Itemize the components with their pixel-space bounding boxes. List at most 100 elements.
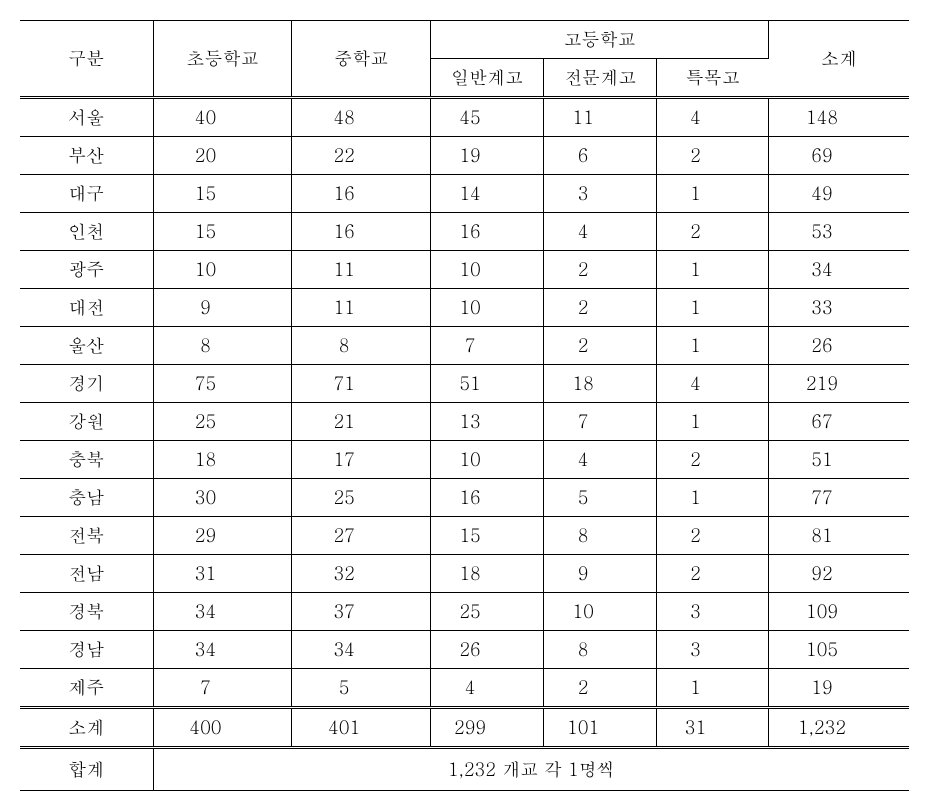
cell-voc: 4 (544, 213, 657, 251)
table-row: 제주7542119 (20, 669, 909, 708)
table-row: 경북343725103109 (20, 593, 909, 631)
cell-gen: 51 (431, 365, 544, 403)
cell-gen: 19 (431, 137, 544, 175)
cell-region: 경기 (20, 365, 153, 403)
table-row: 대구1516143149 (20, 175, 909, 213)
cell-sub: 81 (768, 517, 909, 555)
cell-elem: 34 (153, 593, 292, 631)
cell-gen: 16 (431, 213, 544, 251)
cell-region: 전북 (20, 517, 153, 555)
cell-mid: 71 (292, 365, 431, 403)
cell-spec: 1 (657, 327, 769, 365)
cell-gen: 45 (431, 98, 544, 137)
cell-elem: 40 (153, 98, 292, 137)
cell-voc: 7 (544, 403, 657, 441)
subtotal-mid: 401 (292, 708, 431, 748)
table-row: 충북1817104251 (20, 441, 909, 479)
total-value: 1,232 개교 각 1명씩 (153, 748, 909, 791)
header-highschool-special: 특목고 (657, 59, 769, 98)
cell-gen: 14 (431, 175, 544, 213)
cell-spec: 2 (657, 441, 769, 479)
cell-voc: 10 (544, 593, 657, 631)
cell-gen: 10 (431, 251, 544, 289)
cell-voc: 2 (544, 669, 657, 708)
cell-voc: 11 (544, 98, 657, 137)
subtotal-row: 소계 400 401 299 101 31 1,232 (20, 708, 909, 748)
table-row: 인천1516164253 (20, 213, 909, 251)
cell-region: 경남 (20, 631, 153, 669)
cell-sub: 34 (768, 251, 909, 289)
cell-sub: 77 (768, 479, 909, 517)
schools-table: 구분 초등학교 중학교 고등학교 소계 일반계고 전문계고 특목고 서울4048… (20, 20, 909, 791)
cell-gen: 16 (431, 479, 544, 517)
table-row: 충남3025165177 (20, 479, 909, 517)
cell-gen: 4 (431, 669, 544, 708)
cell-spec: 1 (657, 403, 769, 441)
cell-voc: 2 (544, 327, 657, 365)
table-row: 경기757151184219 (20, 365, 909, 403)
cell-elem: 10 (153, 251, 292, 289)
subtotal-gen: 299 (431, 708, 544, 748)
total-row: 합계 1,232 개교 각 1명씩 (20, 748, 909, 791)
cell-elem: 75 (153, 365, 292, 403)
cell-region: 대전 (20, 289, 153, 327)
cell-voc: 3 (544, 175, 657, 213)
cell-sub: 26 (768, 327, 909, 365)
cell-mid: 37 (292, 593, 431, 631)
subtotal-elem: 400 (153, 708, 292, 748)
cell-spec: 1 (657, 669, 769, 708)
cell-elem: 25 (153, 403, 292, 441)
cell-sub: 109 (768, 593, 909, 631)
cell-region: 경북 (20, 593, 153, 631)
cell-region: 전남 (20, 555, 153, 593)
cell-gen: 10 (431, 289, 544, 327)
cell-sub: 51 (768, 441, 909, 479)
cell-spec: 3 (657, 593, 769, 631)
cell-mid: 25 (292, 479, 431, 517)
cell-sub: 219 (768, 365, 909, 403)
cell-region: 울산 (20, 327, 153, 365)
cell-elem: 18 (153, 441, 292, 479)
cell-elem: 20 (153, 137, 292, 175)
cell-spec: 1 (657, 289, 769, 327)
header-highschool-vocational: 전문계고 (544, 59, 657, 98)
cell-elem: 9 (153, 289, 292, 327)
table-row: 서울404845114148 (20, 98, 909, 137)
cell-mid: 22 (292, 137, 431, 175)
cell-mid: 21 (292, 403, 431, 441)
subtotal-voc: 101 (544, 708, 657, 748)
cell-elem: 34 (153, 631, 292, 669)
cell-sub: 53 (768, 213, 909, 251)
cell-region: 충남 (20, 479, 153, 517)
cell-mid: 16 (292, 175, 431, 213)
cell-gen: 13 (431, 403, 544, 441)
subtotal-label: 소계 (20, 708, 153, 748)
table-row: 강원2521137167 (20, 403, 909, 441)
cell-gen: 26 (431, 631, 544, 669)
cell-elem: 8 (153, 327, 292, 365)
cell-spec: 1 (657, 251, 769, 289)
cell-elem: 15 (153, 213, 292, 251)
cell-voc: 2 (544, 251, 657, 289)
cell-region: 서울 (20, 98, 153, 137)
table-row: 광주1011102134 (20, 251, 909, 289)
cell-mid: 17 (292, 441, 431, 479)
table-row: 대전911102133 (20, 289, 909, 327)
cell-gen: 10 (431, 441, 544, 479)
cell-elem: 31 (153, 555, 292, 593)
cell-spec: 1 (657, 175, 769, 213)
cell-mid: 48 (292, 98, 431, 137)
cell-region: 제주 (20, 669, 153, 708)
cell-elem: 29 (153, 517, 292, 555)
header-highschool-group: 고등학교 (431, 21, 769, 59)
cell-sub: 33 (768, 289, 909, 327)
cell-spec: 1 (657, 479, 769, 517)
cell-region: 충북 (20, 441, 153, 479)
total-label: 합계 (20, 748, 153, 791)
table-row: 경남34342683105 (20, 631, 909, 669)
cell-spec: 2 (657, 517, 769, 555)
cell-region: 부산 (20, 137, 153, 175)
cell-voc: 8 (544, 631, 657, 669)
cell-voc: 18 (544, 365, 657, 403)
header-elementary: 초등학교 (153, 21, 292, 98)
